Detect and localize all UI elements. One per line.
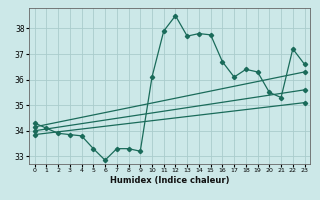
X-axis label: Humidex (Indice chaleur): Humidex (Indice chaleur) bbox=[110, 176, 229, 185]
